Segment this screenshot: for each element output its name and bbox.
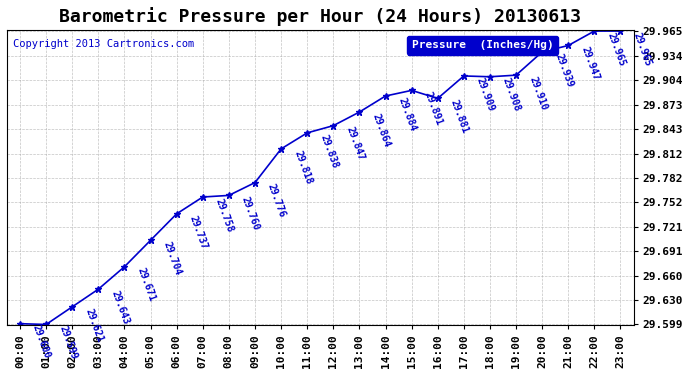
Text: 29.947: 29.947 (580, 45, 601, 82)
Text: 29.965: 29.965 (631, 31, 653, 68)
Text: 29.621: 29.621 (83, 307, 105, 344)
Text: 29.599: 29.599 (57, 324, 79, 361)
Text: 29.909: 29.909 (475, 76, 496, 112)
Text: 29.864: 29.864 (371, 112, 392, 148)
Text: 29.671: 29.671 (135, 267, 157, 303)
Text: 29.908: 29.908 (501, 77, 522, 113)
Text: 29.737: 29.737 (188, 214, 209, 250)
Text: 29.891: 29.891 (423, 90, 444, 127)
Text: 29.704: 29.704 (161, 240, 183, 277)
Text: 29.776: 29.776 (266, 183, 288, 219)
Text: 29.965: 29.965 (606, 31, 627, 68)
Text: 29.760: 29.760 (240, 195, 262, 232)
Legend: Pressure  (Inches/Hg): Pressure (Inches/Hg) (407, 36, 558, 55)
Text: 29.847: 29.847 (344, 126, 366, 162)
Text: 29.910: 29.910 (527, 75, 549, 112)
Text: 29.884: 29.884 (397, 96, 418, 132)
Text: 29.838: 29.838 (318, 133, 339, 170)
Text: 29.643: 29.643 (110, 289, 131, 326)
Text: 29.939: 29.939 (553, 52, 575, 88)
Title: Barometric Pressure per Hour (24 Hours) 20130613: Barometric Pressure per Hour (24 Hours) … (59, 7, 581, 26)
Text: 29.881: 29.881 (448, 98, 471, 135)
Text: 29.818: 29.818 (292, 149, 314, 186)
Text: Copyright 2013 Cartronics.com: Copyright 2013 Cartronics.com (13, 39, 195, 49)
Text: 29.600: 29.600 (31, 324, 52, 360)
Text: 29.758: 29.758 (214, 197, 235, 234)
